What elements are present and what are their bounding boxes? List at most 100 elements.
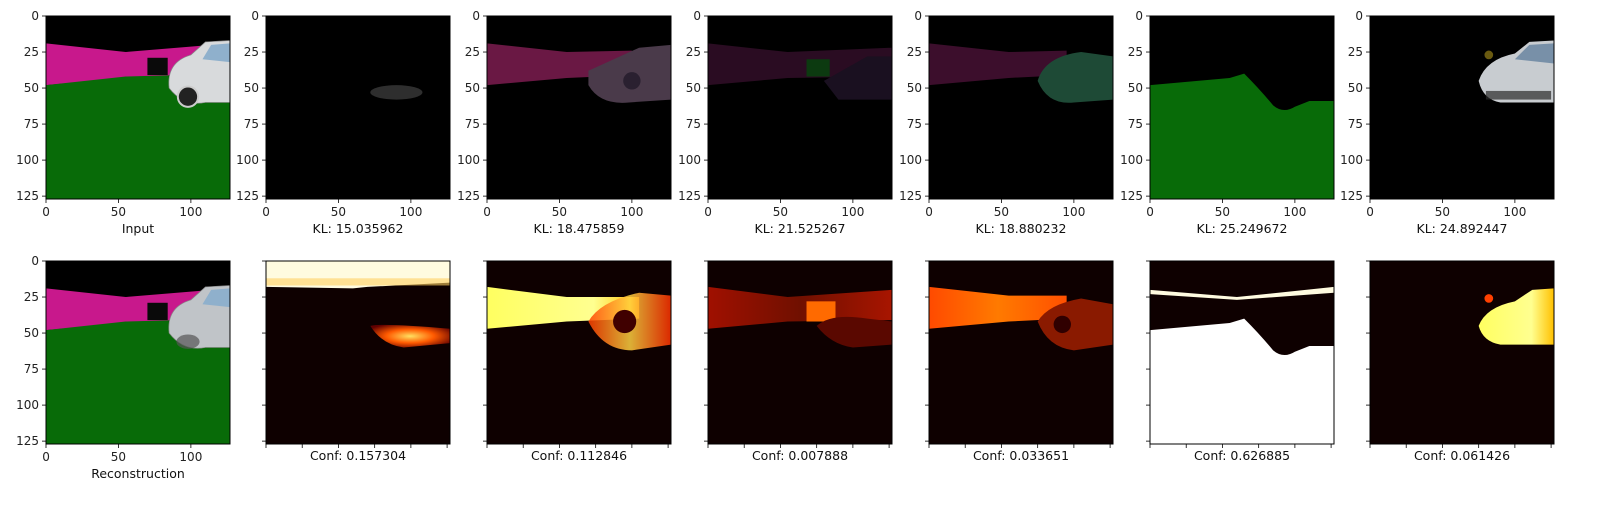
panel-frame	[1149, 260, 1335, 445]
panel-r1-c3: Conf: 0.007888	[704, 260, 893, 463]
x-tick-label: 100	[1062, 205, 1085, 219]
heat-wall-fringe	[266, 278, 450, 286]
panel-frame	[1369, 15, 1555, 200]
panel-image	[1150, 261, 1334, 444]
box-mask	[806, 59, 830, 77]
x-tick-label: 0	[262, 205, 270, 219]
y-tick-label: 25	[465, 45, 480, 59]
x-tick-label: 0	[42, 205, 50, 219]
panel-image	[46, 261, 231, 444]
background	[487, 16, 671, 199]
y-tick-label: 100	[1340, 153, 1363, 167]
y-tick-label: 125	[1340, 189, 1363, 203]
y-tick-label: 100	[236, 153, 259, 167]
panel-frame	[707, 260, 893, 445]
y-tick-label: 125	[457, 189, 480, 203]
y-tick-label: 75	[907, 117, 922, 131]
y-tick-label: 75	[465, 117, 480, 131]
panel-caption-kl: KL: 21.525267	[755, 221, 846, 236]
background	[708, 261, 892, 444]
y-tick-label: 50	[686, 81, 701, 95]
y-tick-label: 100	[16, 153, 39, 167]
green-floor	[46, 318, 230, 444]
y-tick-label: 25	[24, 45, 39, 59]
y-tick-label: 75	[1348, 117, 1363, 131]
y-tick-label: 125	[16, 189, 39, 203]
panel-frame	[707, 15, 893, 200]
car-mask	[1037, 52, 1113, 103]
y-tick-label: 75	[1128, 117, 1143, 131]
car-window	[202, 288, 230, 308]
car-window	[202, 43, 230, 63]
y-tick-label: 100	[1120, 153, 1143, 167]
background	[487, 261, 671, 444]
y-tick-label: 25	[686, 45, 701, 59]
panel-caption-conf: Conf: 0.112846	[531, 448, 627, 463]
y-tick-label: 75	[244, 117, 259, 131]
x-tick-label: 0	[1146, 205, 1154, 219]
heat-car	[370, 324, 450, 348]
window-mask	[1514, 43, 1554, 64]
x-tick-label: 50	[111, 450, 126, 464]
y-tick-label: 75	[24, 117, 39, 131]
y-tick-label: 125	[236, 189, 259, 203]
y-tick-label: 0	[251, 9, 259, 23]
x-tick-label: 0	[483, 205, 491, 219]
x-tick-label: 100	[179, 450, 202, 464]
background	[266, 261, 450, 444]
background	[929, 261, 1113, 444]
panel-caption-conf: Conf: 0.626885	[1194, 448, 1290, 463]
heat-wall-line	[1150, 286, 1334, 300]
panel-r1-c4: Conf: 0.033651	[925, 260, 1114, 463]
panel-caption-kl: KL: 25.249672	[1197, 221, 1288, 236]
x-tick-label: 100	[620, 205, 643, 219]
dark-box	[147, 57, 168, 76]
y-tick-label: 25	[1348, 45, 1363, 59]
y-tick-label: 50	[465, 81, 480, 95]
panel-image	[929, 16, 1113, 199]
dark-box	[147, 302, 168, 321]
y-tick-label: 0	[914, 9, 922, 23]
heat-car	[1478, 288, 1554, 345]
panel-frame	[45, 260, 231, 445]
heat-dot	[1484, 294, 1494, 303]
heat-wall	[929, 286, 1067, 329]
x-tick-label: 100	[1283, 205, 1306, 219]
x-tick-label: 50	[994, 205, 1009, 219]
wall-mask	[929, 43, 1067, 86]
y-tick-label: 125	[678, 189, 701, 203]
panel-frame	[1369, 260, 1555, 445]
x-tick-label: 50	[552, 205, 567, 219]
x-tick-label: 50	[1215, 205, 1230, 219]
heat-hole	[1053, 315, 1071, 334]
panel-frame	[486, 260, 672, 445]
panel-caption-conf: Reconstruction	[91, 466, 185, 481]
panel-caption-kl: Input	[122, 221, 154, 236]
x-tick-label: 100	[841, 205, 864, 219]
car-mask	[823, 56, 892, 100]
y-tick-label: 125	[899, 189, 922, 203]
y-tick-label: 25	[1128, 45, 1143, 59]
y-tick-label: 50	[24, 326, 39, 340]
panel-r1-c1: Conf: 0.157304	[262, 260, 451, 463]
y-tick-label: 0	[1355, 9, 1363, 23]
panel-image	[1370, 16, 1554, 199]
panel-image	[487, 16, 671, 199]
wheel-mask	[623, 72, 641, 90]
y-tick-label: 25	[907, 45, 922, 59]
panel-frame	[928, 260, 1114, 445]
x-tick-label: 100	[179, 205, 202, 219]
y-tick-label: 50	[907, 81, 922, 95]
panel-caption-conf: Conf: 0.157304	[310, 448, 406, 463]
panel-image	[266, 261, 450, 444]
heat-box	[806, 301, 836, 322]
y-tick-label: 50	[24, 81, 39, 95]
y-tick-label: 0	[1135, 9, 1143, 23]
